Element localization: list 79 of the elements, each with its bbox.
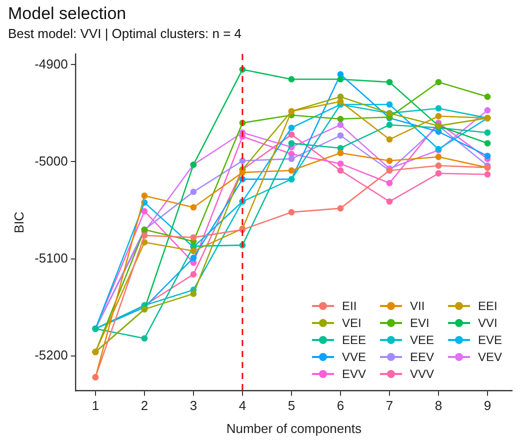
point bbox=[288, 124, 295, 131]
point bbox=[288, 209, 295, 216]
point bbox=[190, 204, 197, 211]
point bbox=[337, 98, 344, 105]
legend-label: VVI bbox=[478, 316, 498, 330]
legend-label: VVE bbox=[342, 350, 366, 364]
x-tick-label: 8 bbox=[434, 398, 442, 414]
legend-label: VEV bbox=[478, 350, 502, 364]
legend-label: EVI bbox=[410, 316, 430, 330]
point bbox=[141, 192, 148, 199]
point bbox=[484, 129, 491, 136]
y-tick-label: -5100 bbox=[34, 250, 68, 266]
point bbox=[337, 150, 344, 156]
point bbox=[337, 122, 344, 128]
point bbox=[484, 140, 491, 146]
point bbox=[484, 107, 491, 114]
point bbox=[288, 131, 295, 138]
point bbox=[141, 208, 148, 214]
chart-subtitle: Best model: VVI | Optimal clusters: n = 4 bbox=[8, 26, 242, 41]
point bbox=[435, 154, 442, 160]
legend-label: VEI bbox=[342, 316, 362, 330]
point bbox=[337, 160, 344, 167]
point bbox=[435, 78, 442, 86]
chart-title: Model selection bbox=[8, 4, 126, 23]
point bbox=[484, 152, 491, 160]
legend-label: VII bbox=[410, 298, 425, 313]
x-tick-label: 2 bbox=[140, 398, 148, 414]
point bbox=[386, 158, 393, 164]
point bbox=[190, 290, 197, 297]
point bbox=[435, 112, 442, 120]
point bbox=[288, 156, 295, 162]
point bbox=[239, 169, 246, 176]
x-tick-label: 3 bbox=[190, 398, 198, 414]
point bbox=[190, 254, 197, 262]
x-tick-label: 6 bbox=[336, 398, 344, 414]
point bbox=[386, 78, 393, 86]
point bbox=[288, 76, 295, 82]
point bbox=[190, 188, 197, 196]
point bbox=[435, 105, 442, 112]
legend-label: EEE bbox=[342, 332, 366, 347]
legend-label: EEI bbox=[478, 298, 498, 313]
point bbox=[239, 158, 246, 164]
point bbox=[435, 170, 442, 177]
legend-label: EVV bbox=[342, 366, 366, 381]
point bbox=[386, 122, 393, 128]
point bbox=[288, 140, 295, 146]
point bbox=[141, 335, 148, 342]
x-tick-label: 7 bbox=[386, 398, 394, 414]
point bbox=[337, 76, 344, 82]
y-tick-label: -5000 bbox=[34, 153, 68, 168]
legend-label: VVV bbox=[410, 366, 434, 381]
point bbox=[337, 205, 344, 212]
legend-label: VEE bbox=[410, 332, 434, 347]
legend-label: EII bbox=[342, 298, 357, 313]
point bbox=[386, 198, 393, 205]
x-tick-label: 1 bbox=[92, 398, 100, 414]
x-tick-label: 9 bbox=[484, 398, 492, 414]
y-tick-label: -4900 bbox=[34, 56, 68, 72]
point bbox=[386, 180, 393, 186]
x-tick-label: 4 bbox=[238, 398, 246, 414]
x-tick-label: 5 bbox=[288, 398, 296, 414]
x-axis-title: Number of components bbox=[226, 420, 362, 436]
point bbox=[190, 248, 197, 254]
point bbox=[484, 94, 491, 100]
point bbox=[288, 167, 295, 174]
point bbox=[337, 132, 344, 139]
point bbox=[435, 162, 442, 169]
point bbox=[337, 167, 344, 174]
point bbox=[484, 171, 491, 178]
point bbox=[190, 234, 197, 241]
point bbox=[386, 136, 393, 143]
legend-label: EEV bbox=[410, 350, 434, 364]
point bbox=[190, 271, 197, 278]
y-axis-title: BIC bbox=[11, 212, 26, 234]
y-tick-label: -5200 bbox=[34, 347, 68, 362]
point bbox=[141, 232, 148, 239]
point bbox=[386, 101, 393, 108]
point bbox=[337, 116, 344, 122]
legend-label: EVE bbox=[478, 332, 502, 347]
